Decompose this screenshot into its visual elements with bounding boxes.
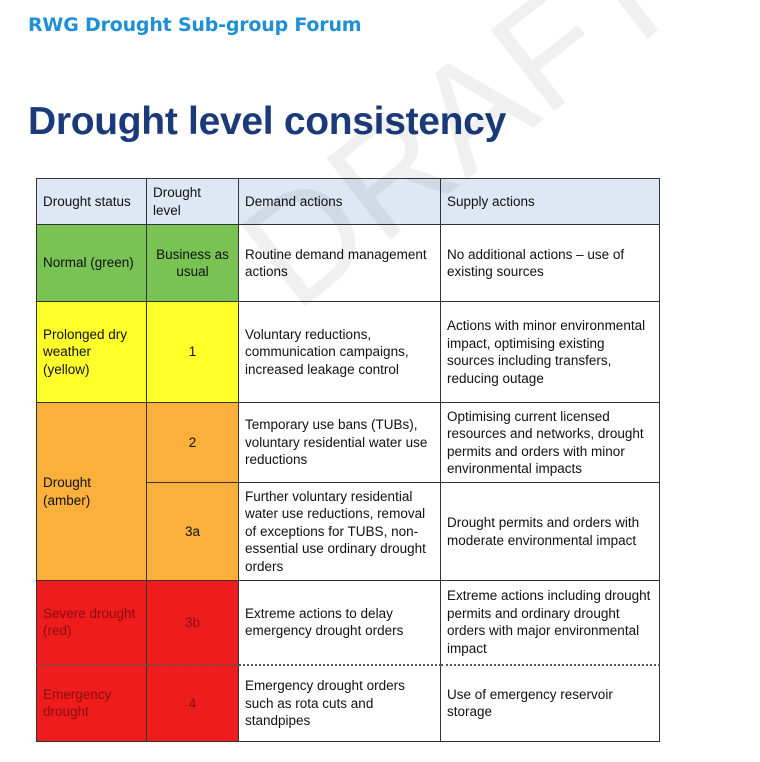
- table-row-severe-drought: Severe drought (red) 3b Extreme actions …: [36, 580, 660, 665]
- status-cell-drought-amber: Drought (amber): [36, 402, 147, 581]
- level-cell-4: 4: [146, 663, 239, 742]
- slide-title: Drought level consistency: [28, 100, 506, 143]
- demand-cell-level-2: Temporary use bans (TUBs), voluntary res…: [238, 402, 441, 483]
- level-cell-2: 2: [146, 402, 239, 483]
- status-cell-emergency-drought: Emergency drought: [36, 663, 147, 742]
- demand-cell-level-3a: Further voluntary residential water use …: [238, 482, 441, 581]
- forum-title: RWG Drought Sub-group Forum: [28, 14, 362, 36]
- supply-cell-level-1: Actions with minor environmental impact,…: [440, 301, 660, 403]
- table-header-row: Drought status Drought level Demand acti…: [36, 178, 660, 225]
- supply-cell-level-3a: Drought permits and orders with moderate…: [440, 482, 660, 581]
- drought-levels-table: Drought status Drought level Demand acti…: [36, 178, 660, 742]
- status-cell-prolonged-dry-weather: Prolonged dry weather (yellow): [36, 301, 147, 403]
- supply-cell-level-3b: Extreme actions including drought permit…: [440, 580, 660, 665]
- column-header-drought-level: Drought level: [146, 178, 239, 225]
- supply-cell-level-4: Use of emergency reservoir storage: [440, 663, 660, 742]
- demand-cell-level-1: Voluntary reductions, communication camp…: [238, 301, 441, 403]
- status-cell-severe-drought: Severe drought (red): [36, 580, 147, 665]
- table-row-normal: Normal (green) Business as usual Routine…: [36, 224, 660, 302]
- supply-cell-normal: No additional actions – use of existing …: [440, 224, 660, 302]
- demand-cell-level-3b: Extreme actions to delay emergency droug…: [238, 580, 441, 665]
- table-row-emergency-drought: Emergency drought 4 Emergency drought or…: [36, 663, 660, 742]
- level-cell-business-as-usual: Business as usual: [146, 224, 239, 302]
- column-header-drought-status: Drought status: [36, 178, 147, 225]
- level-cell-1: 1: [146, 301, 239, 403]
- table-row-prolonged-dry-weather: Prolonged dry weather (yellow) 1 Volunta…: [36, 301, 660, 403]
- table-row-level-3a: 3a Further voluntary residential water u…: [37, 482, 660, 581]
- demand-cell-level-4: Emergency drought orders such as rota cu…: [238, 663, 441, 742]
- column-header-supply-actions: Supply actions: [440, 178, 660, 225]
- level-cell-3b: 3b: [146, 580, 239, 665]
- level-cell-3a: 3a: [146, 482, 239, 581]
- column-header-demand-actions: Demand actions: [238, 178, 441, 225]
- demand-cell-normal: Routine demand management actions: [238, 224, 441, 302]
- table-row-level-2: Drought (amber) 2 Temporary use bans (TU…: [36, 402, 660, 581]
- status-cell-normal: Normal (green): [36, 224, 147, 302]
- supply-cell-level-2: Optimising current licensed resources an…: [440, 402, 660, 483]
